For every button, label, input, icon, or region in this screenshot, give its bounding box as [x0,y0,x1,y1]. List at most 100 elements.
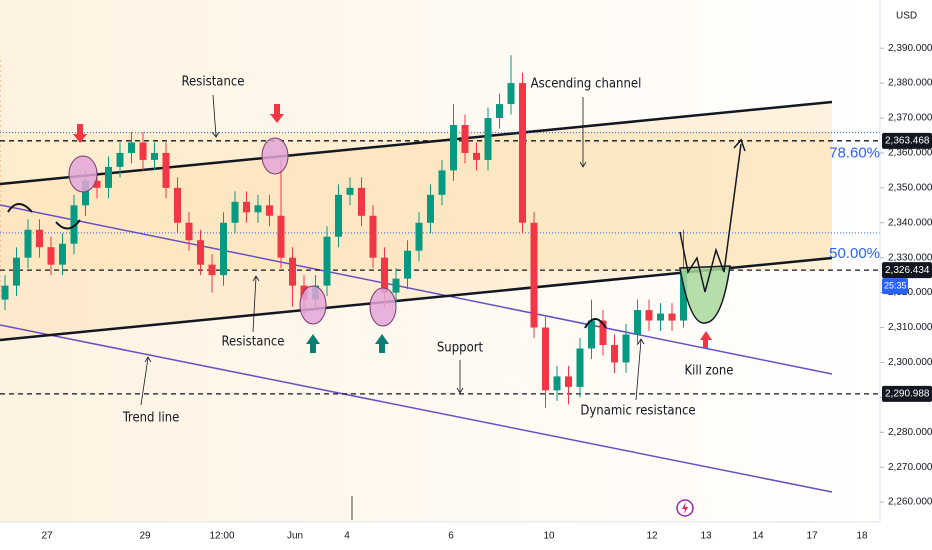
x-tick-label: 12 [646,531,658,542]
fib-label: 78.60% [829,145,880,162]
annotation: Support [437,341,484,356]
trend-line [0,324,833,493]
price-label-box [882,385,932,402]
highlight-circle [299,285,327,325]
candle-body [461,125,469,153]
candle-body [392,278,400,293]
y-tick-label: 2,270.000 [888,462,932,473]
candle-body [680,271,687,321]
x-tick-label: 4 [344,531,350,542]
candle-body [174,187,181,223]
candle-body [553,376,561,391]
candle-body [611,344,618,363]
candle-body [369,215,377,258]
candle-body [197,240,204,265]
x-tick-label: 27 [41,531,53,542]
candle-body [507,83,515,105]
highlight-circle [369,287,397,327]
candle-body [323,236,331,286]
candle-body [254,205,262,213]
x-tick-label: 10 [543,531,555,542]
countdown: 25:35 [884,281,907,291]
candle-body [105,166,112,188]
price-label-box [882,132,932,149]
x-tick-label: 18 [856,531,868,542]
candle-body [277,215,285,258]
highlight-circle [68,155,98,193]
price-label: 2,290.988 [885,389,930,400]
candle-body [346,187,354,195]
x-tick-label: 12:00 [209,531,234,542]
candle-body [93,180,101,188]
candle-body [657,313,664,321]
alert-icon[interactable] [676,499,694,517]
candle-body [128,142,135,153]
pointer-lines [140,94,645,520]
candle-body [151,152,158,160]
arc [584,318,607,329]
y-tick-label: 2,350.000 [888,182,932,193]
annotation: Kill zone [684,364,733,379]
y-tick-label: 2,310.000 [888,322,932,333]
countdown-box [882,278,908,295]
x-tick-label: 29 [139,531,151,542]
highlight-circle [261,137,289,175]
candle-body [622,334,630,363]
arc [7,203,33,213]
y-tick-label: 2,320.000 [888,287,932,298]
candle-body [1,285,9,300]
time-axis [0,522,880,550]
annotation: Resistance [182,75,245,90]
candle-body [59,243,66,265]
x-tick-label: 17 [806,531,818,542]
candle-body [47,247,55,265]
candle-body [565,376,572,387]
candle-body [427,194,434,223]
x-tick-label: 13 [700,531,712,542]
candle-body [450,125,457,171]
candle-body [438,170,446,195]
x-tick-label: 6 [448,531,454,542]
y-tick-label: 2,300.000 [888,357,932,368]
candle-body [185,222,193,241]
candle-body [266,205,273,216]
channel-fill [0,102,832,340]
y-tick-label: 2,380.000 [888,78,932,89]
price-label-box [882,262,932,279]
candle-body [82,180,89,206]
candle-body [381,257,388,293]
candle-body [473,152,480,160]
candle-body [24,229,32,258]
projection [679,143,742,293]
candle-body [542,327,549,391]
fib-label: 50.00% [829,245,880,262]
kill-zone-shape [679,265,731,324]
y-tick-label: 2,390.000 [888,43,932,54]
candle-body [70,205,78,244]
price-label: 2,326.434 [885,265,930,276]
candle-body [116,152,124,167]
candle-body [576,348,584,387]
y-tick-label: 2,360.000 [888,148,932,159]
annotation: Dynamic resistance [580,404,695,419]
candle-body [599,320,607,345]
candle-body [668,313,676,321]
y-tick-label: 2,330.000 [888,252,932,263]
candle-body [358,187,365,216]
candle-body [139,142,147,160]
annotation: Trend line [122,411,180,426]
candle-body [13,257,20,286]
arc [55,219,81,230]
candle-body [208,264,216,276]
x-tick-label: Jun [287,531,303,542]
x-tick-label: 14 [752,531,764,542]
arrow-head [733,138,746,152]
candle-body [415,222,423,251]
y-tick-label: 2,370.000 [888,113,932,124]
candle-body [634,310,641,335]
candle-body [36,229,43,248]
arrows [73,104,712,353]
candle-body [484,118,492,160]
y-tick-label: 2,340.000 [888,217,932,228]
